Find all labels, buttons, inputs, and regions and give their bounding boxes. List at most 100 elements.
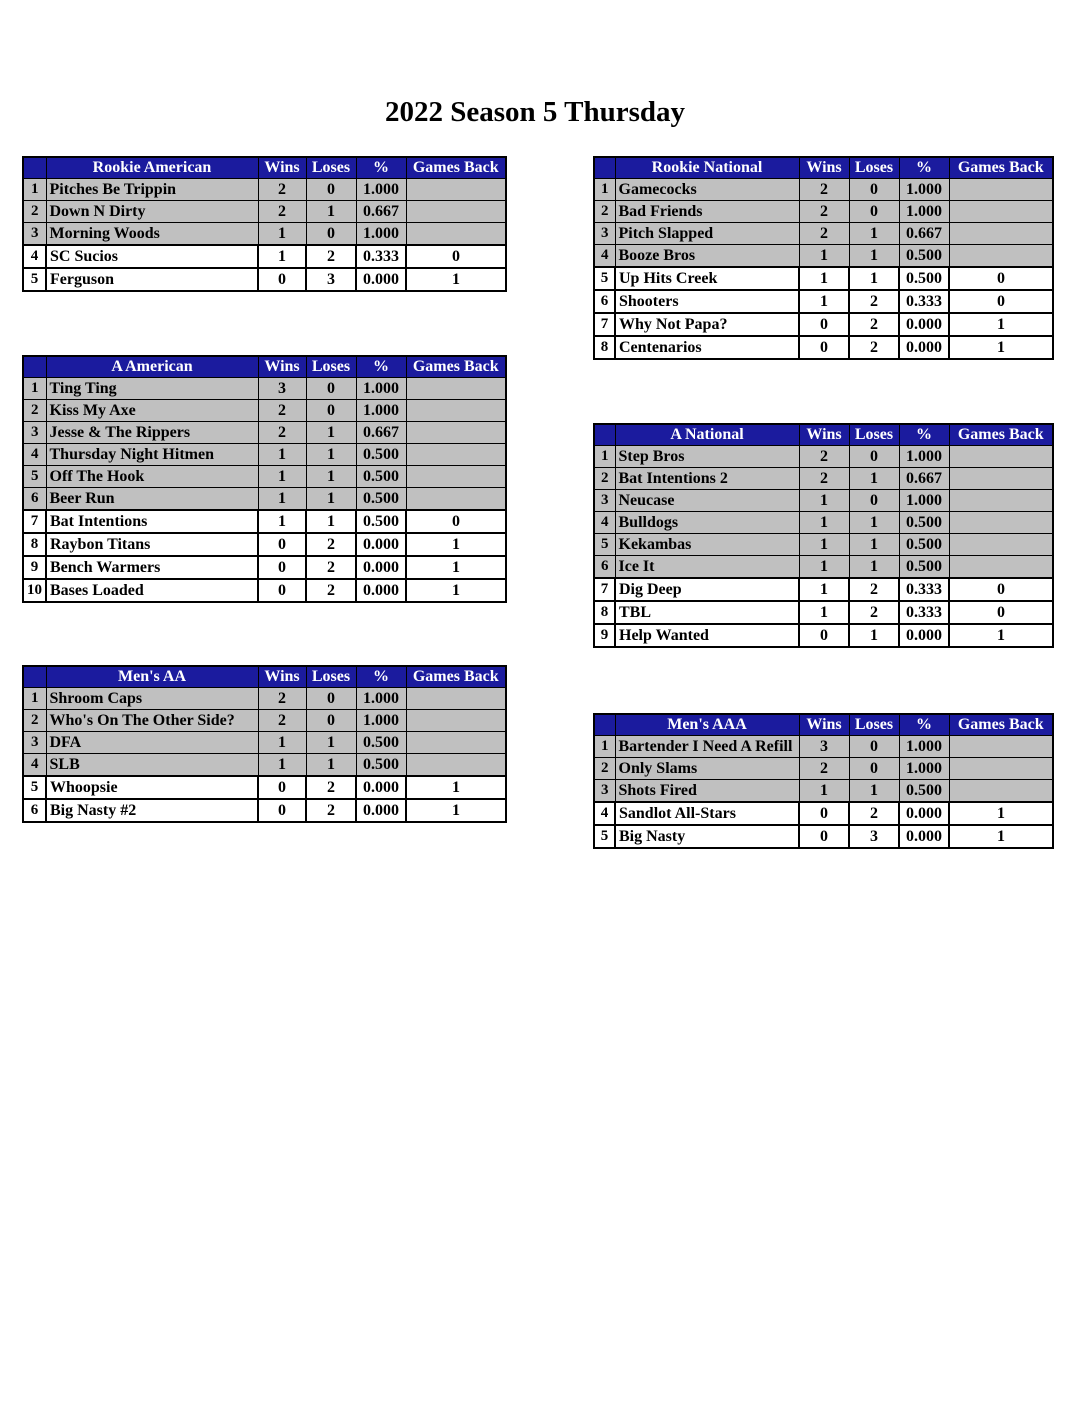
pct-cell: 0.333 [898, 289, 950, 314]
pct-header: % [355, 355, 407, 378]
pct-cell: 0.500 [898, 244, 950, 268]
wins-header: Wins [257, 355, 307, 378]
loses-header: Loses [305, 665, 357, 688]
team-name-cell: Neucase [614, 489, 800, 512]
pct-cell: 1.000 [355, 222, 407, 246]
rank-cell: 1 [22, 178, 47, 201]
table-row: 7 Why Not Papa? 0 2 0.000 1 [593, 312, 1054, 337]
table-row: 1 Step Bros 2 0 1.000 [593, 445, 1054, 468]
division-header: A American [45, 355, 259, 378]
games-back-header: Games Back [405, 156, 507, 179]
loses-cell: 1 [848, 244, 900, 268]
wins-cell: 2 [798, 757, 850, 780]
pct-cell: 0.000 [355, 775, 407, 800]
table-header-row: Rookie National Wins Loses % Games Back [593, 156, 1054, 179]
games-back-cell [405, 687, 507, 710]
wins-cell: 0 [257, 775, 307, 800]
standings-table-mens-aaa: Men's AAA Wins Loses % Games Back 1 Barte… [593, 713, 1054, 849]
standings-table-rookie-american: Rookie American Wins Loses % Games Back … [22, 156, 507, 292]
pct-cell: 0.500 [898, 555, 950, 579]
table-row: 1 Ting Ting 3 0 1.000 [22, 377, 507, 400]
loses-cell: 2 [848, 577, 900, 602]
team-name-cell: Who's On The Other Side? [45, 709, 259, 732]
pct-cell: 0.333 [898, 577, 950, 602]
table-row: 2 Kiss My Axe 2 0 1.000 [22, 399, 507, 422]
wins-cell: 0 [798, 623, 850, 648]
loses-cell: 0 [848, 200, 900, 223]
loses-cell: 1 [305, 200, 357, 223]
wins-cell: 2 [257, 687, 307, 710]
table-row: 1 Shroom Caps 2 0 1.000 [22, 687, 507, 710]
rank-cell: 5 [22, 267, 47, 292]
loses-cell: 0 [848, 735, 900, 758]
loses-cell: 1 [848, 266, 900, 291]
table-row: 6 Ice It 1 1 0.500 [593, 555, 1054, 579]
wins-cell: 2 [798, 178, 850, 201]
pct-cell: 0.333 [355, 244, 407, 269]
loses-cell: 2 [305, 775, 357, 800]
standings-table-rookie-national: Rookie National Wins Loses % Games Back … [593, 156, 1054, 360]
wins-cell: 1 [257, 731, 307, 754]
table-row: 5 Whoopsie 0 2 0.000 1 [22, 775, 507, 800]
games-back-cell [948, 467, 1054, 490]
loses-cell: 2 [305, 244, 357, 269]
wins-cell: 0 [257, 555, 307, 580]
pct-cell: 1.000 [898, 735, 950, 758]
pct-cell: 0.500 [355, 509, 407, 534]
rank-cell: 5 [593, 824, 616, 849]
rank-cell: 3 [593, 222, 616, 245]
table-row: 2 Only Slams 2 0 1.000 [593, 757, 1054, 780]
games-back-cell [405, 709, 507, 732]
team-name-cell: Bat Intentions 2 [614, 467, 800, 490]
pct-cell: 0.500 [355, 487, 407, 511]
games-back-cell: 1 [948, 824, 1054, 849]
table-row: 3 Neucase 1 0 1.000 [593, 489, 1054, 512]
loses-cell: 0 [305, 377, 357, 400]
table-row: 4 SC Sucios 1 2 0.333 0 [22, 244, 507, 269]
team-name-cell: Ferguson [45, 267, 259, 292]
standings-table-mens-aa: Men's AA Wins Loses % Games Back 1 Shroom… [22, 665, 507, 823]
loses-cell: 1 [848, 533, 900, 556]
games-back-cell [948, 178, 1054, 201]
wins-cell: 0 [257, 267, 307, 292]
team-name-cell: Step Bros [614, 445, 800, 468]
table-row: 2 Bat Intentions 2 2 1 0.667 [593, 467, 1054, 490]
pct-cell: 0.667 [898, 467, 950, 490]
table-row: 6 Big Nasty #2 0 2 0.000 1 [22, 798, 507, 823]
loses-cell: 0 [305, 687, 357, 710]
pct-cell: 1.000 [898, 445, 950, 468]
team-name-cell: Bad Friends [614, 200, 800, 223]
wins-cell: 3 [798, 735, 850, 758]
pct-cell: 0.500 [355, 753, 407, 777]
rank-cell: 4 [593, 801, 616, 826]
table-header-row: A American Wins Loses % Games Back [22, 355, 507, 378]
games-back-cell [948, 735, 1054, 758]
games-back-cell: 1 [948, 312, 1054, 337]
wins-cell: 1 [257, 465, 307, 488]
loses-cell: 1 [305, 753, 357, 777]
loses-cell: 2 [305, 555, 357, 580]
games-back-cell: 1 [948, 801, 1054, 826]
pct-cell: 0.000 [355, 798, 407, 823]
rank-cell: 4 [593, 244, 616, 268]
rank-cell: 3 [22, 222, 47, 246]
loses-cell: 0 [848, 445, 900, 468]
loses-cell: 1 [305, 421, 357, 444]
table-row: 6 Shooters 1 2 0.333 0 [593, 289, 1054, 314]
table-row: 3 Morning Woods 1 0 1.000 [22, 222, 507, 246]
loses-cell: 1 [848, 511, 900, 534]
pct-cell: 1.000 [355, 709, 407, 732]
loses-cell: 0 [305, 178, 357, 201]
pct-cell: 0.000 [898, 312, 950, 337]
table-row: 5 Ferguson 0 3 0.000 1 [22, 267, 507, 292]
table-row: 4 Bulldogs 1 1 0.500 [593, 511, 1054, 534]
table-row: 3 DFA 1 1 0.500 [22, 731, 507, 754]
team-name-cell: Only Slams [614, 757, 800, 780]
wins-cell: 1 [798, 266, 850, 291]
wins-cell: 0 [798, 312, 850, 337]
rank-cell: 5 [593, 266, 616, 291]
pct-cell: 0.000 [355, 578, 407, 603]
standings-table-a-national: A National Wins Loses % Games Back 1 Step… [593, 423, 1054, 648]
games-back-cell: 1 [405, 267, 507, 292]
rank-header [593, 156, 616, 179]
